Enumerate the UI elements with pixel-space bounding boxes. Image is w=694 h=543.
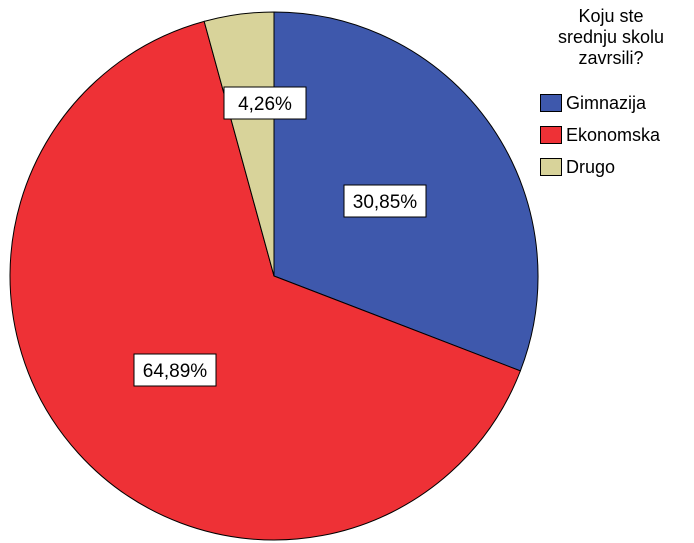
data-label-box-ekonomska bbox=[133, 353, 217, 387]
legend-title-line-3: zavrsili? bbox=[578, 48, 644, 68]
pie-slice-ekonomska bbox=[9, 20, 522, 541]
data-label-drugo: 4,26% bbox=[238, 94, 292, 115]
legend-item-drugo: Drugo bbox=[540, 156, 615, 178]
legend-label-gimnazija: Gimnazija bbox=[566, 92, 647, 113]
legend-swatch-ekonomska bbox=[540, 126, 562, 144]
legend-swatch-drugo bbox=[540, 158, 562, 176]
pie-slice-drugo bbox=[203, 11, 275, 277]
data-label-ekonomska: 64,89% bbox=[143, 361, 208, 382]
legend-item-gimnazija: Gimnazija bbox=[540, 92, 646, 114]
pie-labels: 30,85% 64,89% 4,26% bbox=[133, 86, 427, 387]
data-label-box-gimnazija bbox=[343, 184, 427, 218]
data-label-box-drugo bbox=[223, 86, 307, 120]
legend-title-line-1: Koju ste bbox=[578, 6, 644, 26]
data-label-gimnazija: 30,85% bbox=[353, 192, 418, 213]
legend-title: Koju ste srednju skolu zavrsili? bbox=[526, 6, 694, 69]
legend-item-ekonomska: Ekonomska bbox=[540, 124, 660, 146]
legend-label-ekonomska: Ekonomska bbox=[566, 124, 661, 145]
legend-title-line-2: srednju skolu bbox=[557, 27, 665, 47]
legend-label-drugo: Drugo bbox=[566, 156, 616, 177]
legend-swatch-gimnazija bbox=[540, 94, 562, 112]
